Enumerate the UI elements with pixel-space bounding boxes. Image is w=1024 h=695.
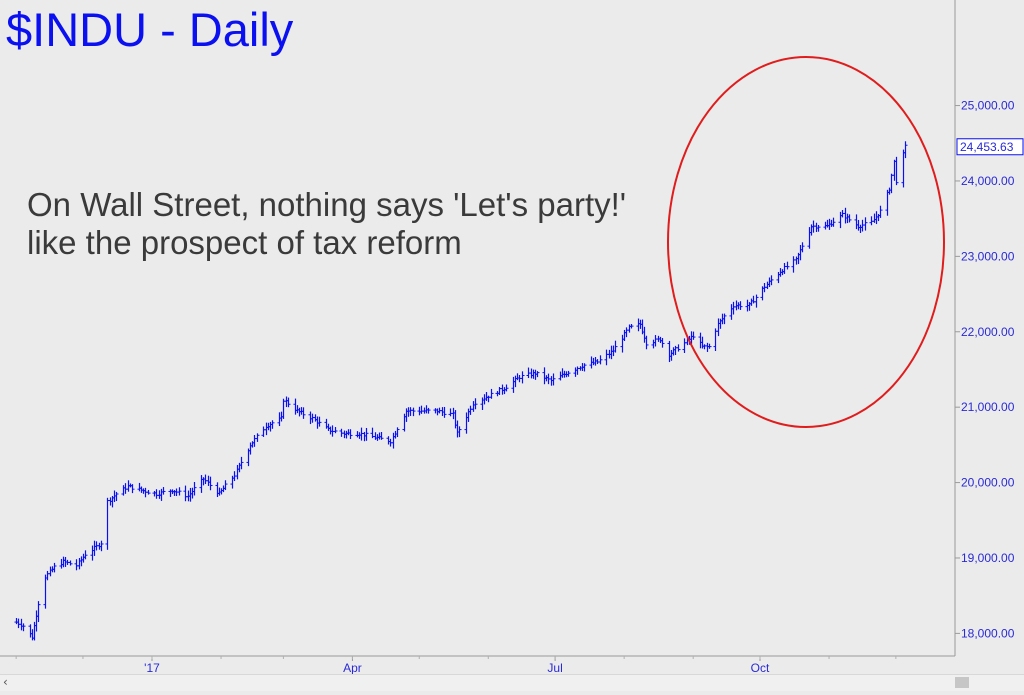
price-bar <box>660 337 665 348</box>
price-bar <box>800 242 805 253</box>
y-tick-label: 18,000.00 <box>961 626 1015 640</box>
x-tick-label: Jul <box>547 661 562 675</box>
x-tick-label: Oct <box>751 661 770 675</box>
price-bar <box>286 397 291 408</box>
price-bar <box>604 349 609 366</box>
price-bar <box>364 427 369 441</box>
price-bar <box>379 432 384 440</box>
chart-title: $INDU - Daily <box>6 3 294 56</box>
price-bar <box>816 224 821 232</box>
price-bar <box>613 340 618 353</box>
price-bar <box>130 484 135 494</box>
price-bars <box>14 141 908 641</box>
y-tick-label: 25,000.00 <box>961 99 1015 113</box>
price-bar <box>520 371 525 384</box>
price-bar <box>878 205 883 218</box>
price-bar <box>105 497 110 550</box>
price-bar <box>791 256 796 273</box>
price-bar <box>99 540 104 552</box>
price-bar <box>582 363 587 372</box>
price-bar <box>598 355 603 365</box>
price-bar <box>83 550 88 560</box>
price-bar <box>457 426 462 438</box>
price-bar <box>566 370 571 377</box>
price-bar <box>754 294 759 308</box>
price-bar <box>411 407 416 417</box>
price-bar <box>442 406 447 418</box>
price-bar <box>869 216 874 226</box>
scroll-left-arrow-icon[interactable]: ‹ <box>3 675 8 689</box>
price-bar <box>223 480 228 491</box>
price-bar <box>161 487 166 495</box>
y-tick-label: 23,000.00 <box>961 249 1015 263</box>
price-bar <box>644 335 649 350</box>
price-bar <box>535 371 540 378</box>
price-bar <box>252 435 257 447</box>
price-bar <box>348 429 353 440</box>
price-bar <box>707 343 712 349</box>
price-bar <box>114 491 119 502</box>
price-bar <box>847 214 852 223</box>
y-tick-label: 22,000.00 <box>961 325 1015 339</box>
price-bar <box>676 344 681 352</box>
price-bar <box>769 275 774 286</box>
price-bar <box>177 487 182 496</box>
y-tick-label: 21,000.00 <box>961 400 1015 414</box>
price-bar <box>74 559 79 571</box>
chart-annotation: On Wall Street, nothing says 'Let's part… <box>27 186 626 262</box>
price-bar <box>36 601 41 623</box>
y-tick-label: 24,000.00 <box>961 174 1015 188</box>
price-bar <box>473 398 478 410</box>
x-tick-label: '17 <box>144 661 160 675</box>
price-bar <box>154 489 159 499</box>
price-bar <box>68 560 73 566</box>
price-bar <box>682 338 687 354</box>
price-bar <box>551 373 556 386</box>
scroll-thumb[interactable] <box>955 677 969 688</box>
price-bar <box>52 562 57 573</box>
highlight-ellipse <box>667 56 945 428</box>
axes: 18,000.00 19,000.00 20,000.00 21,000.00 22,0… <box>0 0 1024 675</box>
price-bar <box>270 420 275 429</box>
price-bar <box>239 456 244 470</box>
price-bar <box>889 173 894 194</box>
price-bar <box>831 217 836 227</box>
y-tick-label: 20,000.00 <box>961 476 1015 490</box>
y-tick-label: 19,000.00 <box>961 551 1015 565</box>
price-bar <box>691 331 696 340</box>
price-bar <box>146 489 151 495</box>
price-bar <box>785 261 790 270</box>
price-bar <box>261 426 266 437</box>
price-bar <box>208 476 213 491</box>
price-bar <box>395 427 400 438</box>
x-tick-label: Apr <box>343 661 362 675</box>
price-bar <box>21 623 26 632</box>
price-bar <box>448 408 453 417</box>
price-bar <box>504 384 509 392</box>
price-bar <box>629 324 634 329</box>
last-value-tag <box>956 138 1024 156</box>
last-value-label: 24,453.63 <box>960 140 1014 154</box>
price-bar <box>903 141 908 159</box>
price-bar <box>301 407 306 419</box>
price-bar <box>183 485 188 502</box>
horizontal-scrollbar[interactable]: ‹ <box>0 674 1024 691</box>
annotation-line-2: like the prospect of tax reform <box>27 224 462 261</box>
price-bar <box>489 388 494 399</box>
price-bar <box>317 416 322 427</box>
price-bar <box>722 313 727 325</box>
price-bar <box>426 407 431 414</box>
annotation-line-1: On Wall Street, nothing says 'Let's part… <box>27 186 627 223</box>
price-bar <box>203 474 208 485</box>
price-bar <box>738 301 743 310</box>
price-bar <box>255 433 260 442</box>
price-bar <box>192 481 197 496</box>
price-bar <box>894 156 899 186</box>
price-bar <box>713 328 718 352</box>
price-bar <box>863 217 868 231</box>
price-bar <box>333 427 338 434</box>
